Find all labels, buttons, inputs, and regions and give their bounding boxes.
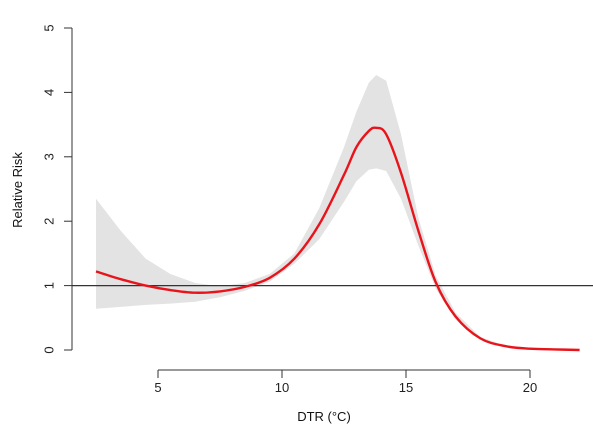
x-tick-label: 20 [523, 380, 537, 395]
x-axis-title: DTR (°C) [297, 409, 351, 424]
relative-risk-curve [95, 126, 580, 352]
y-tick-label: 4 [41, 89, 56, 96]
plot-area [72, 75, 593, 352]
confidence-band [96, 75, 580, 350]
y-tick-label: 2 [41, 218, 56, 225]
y-axis-title: Relative Risk [10, 152, 25, 228]
y-tick-label: 5 [41, 24, 56, 31]
y-tick-label: 1 [41, 282, 56, 289]
x-tick-label: 10 [275, 380, 289, 395]
y-tick-label: 3 [41, 153, 56, 160]
x-tick-label: 15 [399, 380, 413, 395]
y-tick-label: 0 [41, 346, 56, 353]
x-tick-label: 5 [154, 380, 161, 395]
axes: 0 1 2 3 4 5 5 10 15 20 [41, 24, 537, 395]
